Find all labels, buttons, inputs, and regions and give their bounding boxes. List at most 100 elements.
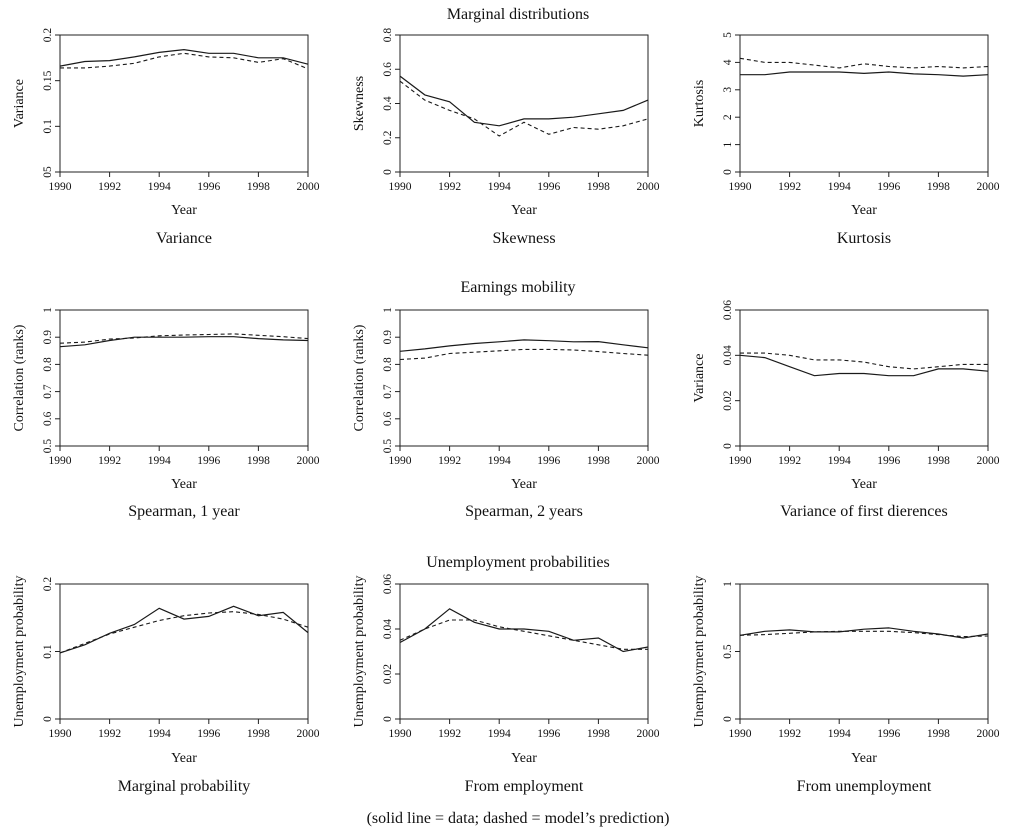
x-tick-label: 1998 — [587, 728, 610, 740]
y-tick-label: 0 — [382, 716, 394, 722]
x-axis-label: Year — [511, 477, 537, 492]
y-tick-label: 0.9 — [42, 330, 54, 345]
x-tick-label: 2000 — [977, 455, 1000, 467]
plot-frame — [399, 583, 649, 720]
chart-panel-5: 0.5 0.6 0.7 0.8 0.9 1 1990 1992 1994 1996 1998 2000… — [352, 307, 660, 520]
y-tick-label: 0 — [722, 443, 734, 449]
x-axis-label: Year — [851, 477, 877, 492]
x-tick-label: 2000 — [637, 181, 660, 193]
x-tick-label: 2000 — [297, 181, 320, 193]
x-tick-label: 1996 — [877, 728, 900, 740]
x-tick-label: 1990 — [729, 181, 752, 193]
data-line — [399, 608, 649, 653]
x-tick-label: 1998 — [927, 181, 950, 193]
x-tick-label: 2000 — [977, 181, 1000, 193]
y-tick-label: 0.7 — [382, 384, 394, 399]
x-tick-label: 2000 — [977, 728, 1000, 740]
x-axis-label: Year — [171, 751, 197, 766]
x-tick-label: 1998 — [587, 455, 610, 467]
chart-panel-4: 0.5 0.6 0.7 0.8 0.9 1 1990 1992 1994 1996 1998 2000… — [12, 307, 320, 520]
panel-title: Spearman, 1 year — [128, 503, 240, 520]
x-tick-label: 1990 — [389, 455, 412, 467]
figure-caption: (solid line = data; dashed = model’s pre… — [367, 810, 670, 827]
x-tick-label: 1994 — [488, 181, 511, 193]
x-tick-label: 1992 — [438, 181, 461, 193]
x-tick-label: 2000 — [297, 728, 320, 740]
x-axis-label: Year — [171, 477, 197, 492]
x-tick-label: 1990 — [729, 728, 752, 740]
x-tick-label: 2000 — [637, 455, 660, 467]
y-tick-label: 0.15 — [42, 70, 54, 90]
y-tick-label: 0.02 — [722, 390, 734, 410]
x-tick-label: 1996 — [197, 728, 220, 740]
x-tick-label: 1990 — [49, 455, 72, 467]
panel-title: Spearman, 2 years — [465, 503, 583, 520]
x-tick-label: 1998 — [927, 728, 950, 740]
x-tick-label: 1994 — [828, 455, 851, 467]
data-line — [399, 339, 649, 352]
x-tick-label: 1992 — [778, 181, 801, 193]
x-tick-label: 1998 — [247, 181, 270, 193]
y-tick-label: 0.5 — [722, 644, 734, 659]
y-tick-label: 0 — [382, 169, 394, 175]
plot-frame — [739, 583, 989, 720]
panel-title: Variance of first dierences — [780, 503, 947, 520]
y-axis-label: Correlation (ranks) — [352, 324, 367, 431]
y-axis-label: Unemployment probability — [352, 575, 367, 727]
plot-frame — [739, 309, 989, 447]
y-tick-label: 0.1 — [42, 644, 54, 659]
y-axis-label: Unemployment probability — [692, 575, 707, 727]
model-prediction-line — [59, 611, 309, 654]
x-tick-label: 1998 — [247, 455, 270, 467]
x-tick-label: 1994 — [828, 181, 851, 193]
plot-frame — [59, 583, 309, 720]
panel-title: Skewness — [492, 230, 555, 247]
model-prediction-line — [740, 352, 988, 370]
section-title-marginal-distributions: Marginal distributions — [447, 6, 589, 23]
y-axis-label: Variance — [12, 79, 27, 128]
x-tick-label: 1994 — [148, 728, 171, 740]
y-tick-label: 0.4 — [382, 96, 394, 111]
x-tick-label: 1990 — [389, 728, 412, 740]
data-line — [399, 75, 649, 127]
x-axis-label: Year — [511, 203, 537, 218]
y-tick-label: 5 — [722, 32, 734, 38]
x-tick-label: 1990 — [49, 728, 72, 740]
y-tick-label: 0.06 — [382, 574, 394, 594]
plot-frame — [399, 309, 649, 447]
section-title-unemployment-probabilities: Unemployment probabilities — [426, 554, 610, 571]
y-tick-label: 0.1 — [42, 119, 54, 134]
x-tick-label: 1992 — [778, 728, 801, 740]
chart-panel-1: 05 0.1 0.15 0.2 1990 1992 1994 1996 1998 2000 Year… — [12, 28, 320, 247]
y-tick-label: 1 — [42, 307, 54, 313]
y-tick-label: 4 — [722, 59, 734, 65]
x-tick-label: 1994 — [148, 181, 171, 193]
x-tick-label: 1994 — [148, 455, 171, 467]
y-tick-label: 0.02 — [382, 664, 394, 684]
chart-panel-3: 0 1 2 3 4 5 1990 1992 1994 1996 1998 2000 Year Kurtos… — [692, 32, 1000, 247]
chart-panel-2: 0 0.2 0.4 0.6 0.8 1990 1992 1994 1996 1998 2000 Yea… — [352, 28, 660, 247]
data-line — [739, 354, 989, 377]
y-axis-label: Unemployment probability — [12, 575, 27, 727]
y-tick-label: 0 — [722, 169, 734, 175]
model-prediction-line — [399, 619, 648, 650]
x-tick-label: 1990 — [389, 181, 412, 193]
chart-panel-9: 0 0.5 1 1990 1992 1994 1996 1998 2000 Year Unemplo… — [692, 575, 1000, 795]
x-tick-label: 1994 — [488, 455, 511, 467]
plot-frame — [739, 34, 989, 173]
y-axis-label: Variance — [692, 354, 707, 403]
y-tick-label: 0.8 — [382, 357, 394, 372]
panel-title: From unemployment — [797, 778, 932, 795]
x-tick-label: 1992 — [98, 455, 121, 467]
y-tick-label: 1 — [722, 141, 734, 147]
y-tick-label: 0.6 — [382, 411, 394, 426]
panel-title: Variance — [156, 230, 212, 247]
y-tick-label: 0.04 — [722, 345, 734, 365]
y-tick-label: 0.04 — [382, 619, 394, 639]
data-line — [739, 627, 989, 639]
x-tick-label: 1998 — [587, 181, 610, 193]
x-tick-label: 1992 — [98, 728, 121, 740]
chart-panel-8: 0 0.02 0.04 0.06 1990 1992 1994 1996 1998 2000 Yea… — [352, 574, 660, 795]
x-tick-label: 1996 — [537, 728, 560, 740]
